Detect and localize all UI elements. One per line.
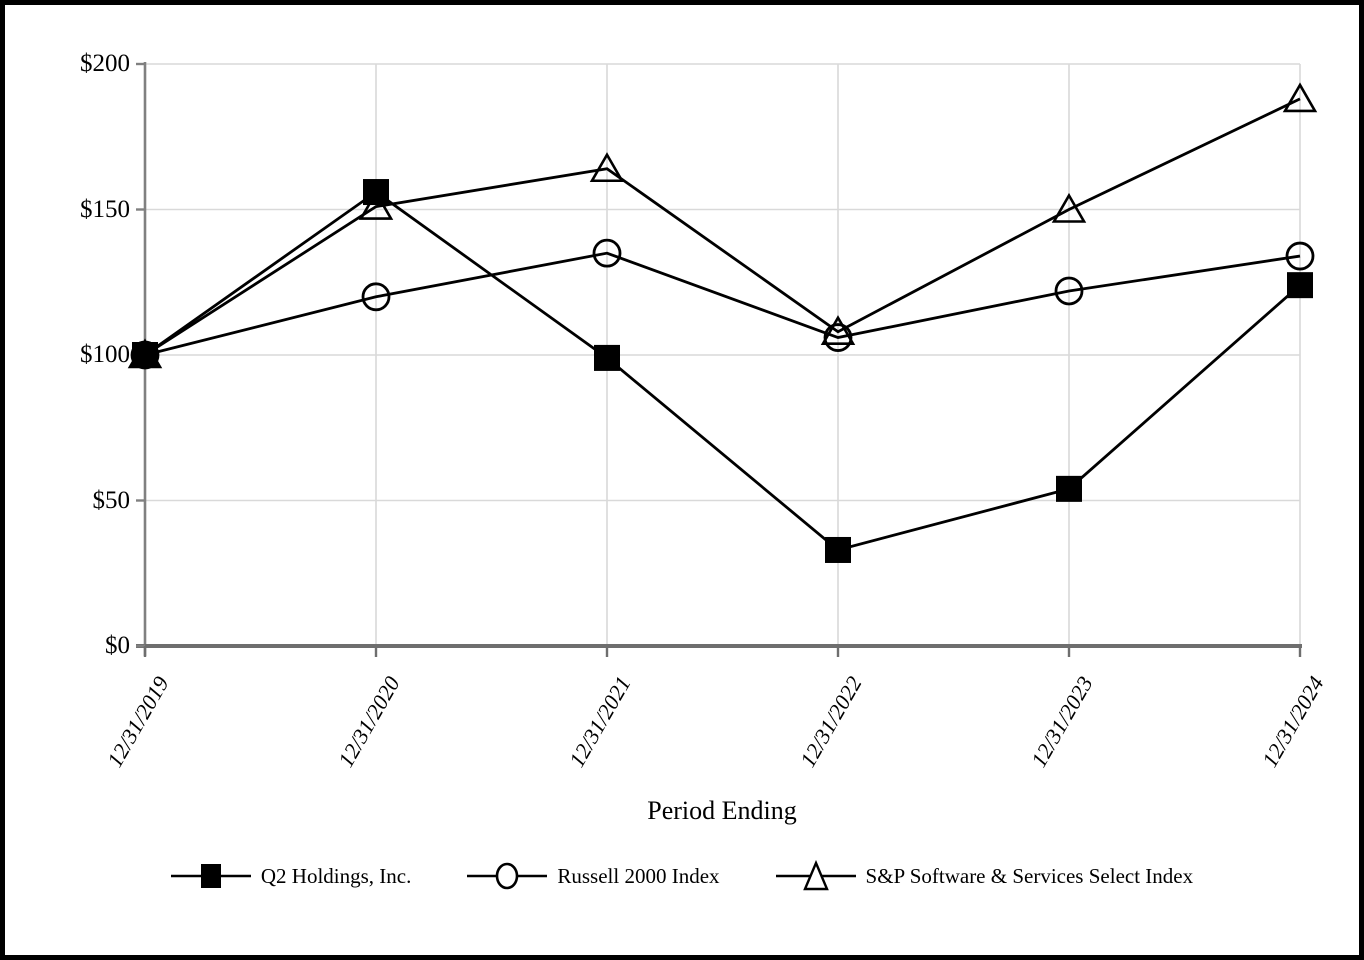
legend-label: Q2 Holdings, Inc. xyxy=(260,863,412,888)
data-point-circle xyxy=(1054,276,1084,306)
x-axis-title: Period Ending xyxy=(647,796,797,825)
y-axis-tick-label: $100 xyxy=(80,341,130,368)
legend-marker-circle xyxy=(467,862,548,890)
legend: Q2 Holdings, Inc. Russell 2000 Index S&P S… xyxy=(0,856,1364,896)
y-axis-tick-label: $150 xyxy=(80,195,130,223)
series-line-triangle xyxy=(144,97,1301,357)
legend-marker-square xyxy=(170,864,251,888)
data-point-triangle xyxy=(1282,82,1318,113)
data-point-circle xyxy=(592,238,622,268)
legend-item: S&P Software & Services Select Index xyxy=(775,860,1194,892)
data-point-square xyxy=(363,179,389,206)
data-point-square xyxy=(1056,475,1082,502)
legend-label: Russell 2000 Index xyxy=(557,863,720,888)
legend-label: S&P Software & Services Select Index xyxy=(865,863,1194,888)
data-point-triangle xyxy=(820,315,856,346)
legend-marker-triangle xyxy=(775,860,856,891)
series-line-square xyxy=(144,190,1301,552)
series-line-circle xyxy=(144,251,1301,357)
data-point-triangle xyxy=(589,152,625,183)
data-point-square xyxy=(594,344,620,371)
legend-item: Q2 Holdings, Inc. xyxy=(170,860,412,892)
data-point-circle xyxy=(823,323,853,352)
data-point-square xyxy=(825,536,851,563)
data-point-square xyxy=(1287,272,1313,299)
data-point-triangle xyxy=(358,189,394,220)
data-point-circle xyxy=(361,282,391,312)
data-point-triangle xyxy=(1051,192,1087,223)
y-axis-tick-label: $0 xyxy=(105,632,130,659)
y-axis-tick-label: $50 xyxy=(92,486,131,514)
data-point-circle xyxy=(1285,241,1315,271)
data-point-square xyxy=(132,342,158,368)
y-axis-tick-label: $200 xyxy=(80,50,130,77)
legend-item: Russell 2000 Index xyxy=(467,860,720,892)
